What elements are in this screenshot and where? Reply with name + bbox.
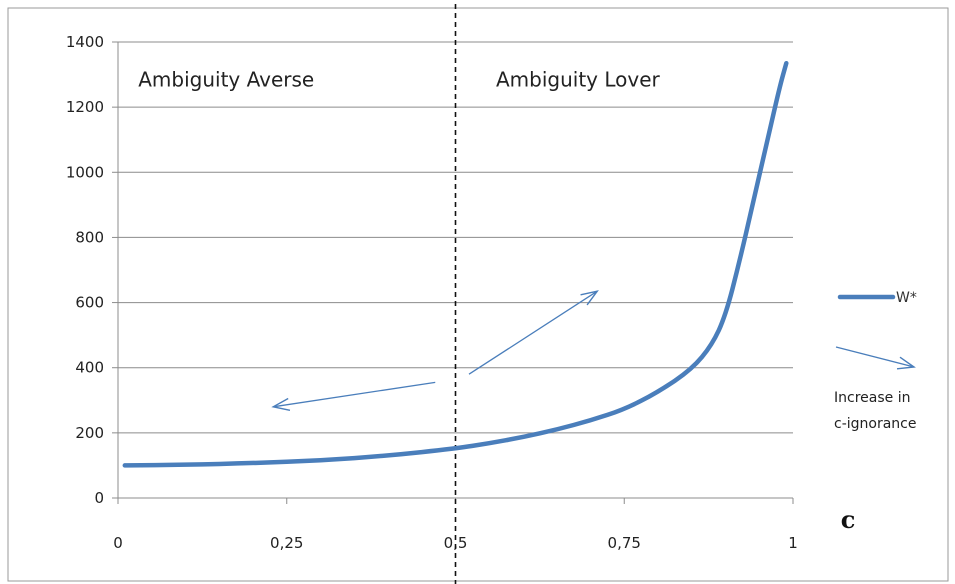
y-tick-label: 800 bbox=[75, 228, 104, 246]
y-tick-label: 1000 bbox=[66, 163, 104, 181]
x-tick-label: 0,75 bbox=[608, 534, 641, 552]
y-tick-label: 0 bbox=[94, 489, 104, 507]
legend-note-line2: c-ignorance bbox=[834, 416, 916, 432]
legend-label-wstar: W* bbox=[896, 290, 917, 306]
x-axis-label: c bbox=[841, 505, 856, 534]
y-tick-label: 1200 bbox=[66, 98, 104, 116]
y-tick-label: 600 bbox=[75, 294, 104, 312]
series-line-wstar bbox=[122, 60, 789, 468]
region-label-averse: Ambiguity Averse bbox=[138, 68, 314, 92]
axis-layer: 0 200 400 600 800 1000 1200 1400 0 0,25 0,5 0,75 1 c bbox=[66, 33, 856, 552]
x-tick-label: 0,25 bbox=[270, 534, 303, 552]
series-layer bbox=[122, 60, 789, 468]
y-tick-label: 400 bbox=[75, 359, 104, 377]
x-tick-label: 1 bbox=[788, 534, 798, 552]
region-layer: Ambiguity Averse Ambiguity Lover bbox=[138, 4, 661, 584]
legend: W* Increase in c-ignorance bbox=[834, 290, 917, 432]
legend-note-line1: Increase in bbox=[834, 390, 910, 406]
arrow-right-annotation bbox=[468, 290, 599, 375]
chart-frame bbox=[7, 7, 949, 582]
region-label-lover: Ambiguity Lover bbox=[496, 68, 661, 92]
legend-arrow-icon bbox=[835, 346, 916, 370]
y-tick-label: 1400 bbox=[66, 33, 104, 51]
x-tick-label: 0,5 bbox=[444, 534, 468, 552]
x-tick-label: 0 bbox=[113, 534, 123, 552]
annotation-layer bbox=[271, 290, 599, 412]
arrow-left-annotation bbox=[271, 381, 436, 412]
y-tick-label: 200 bbox=[75, 424, 104, 442]
